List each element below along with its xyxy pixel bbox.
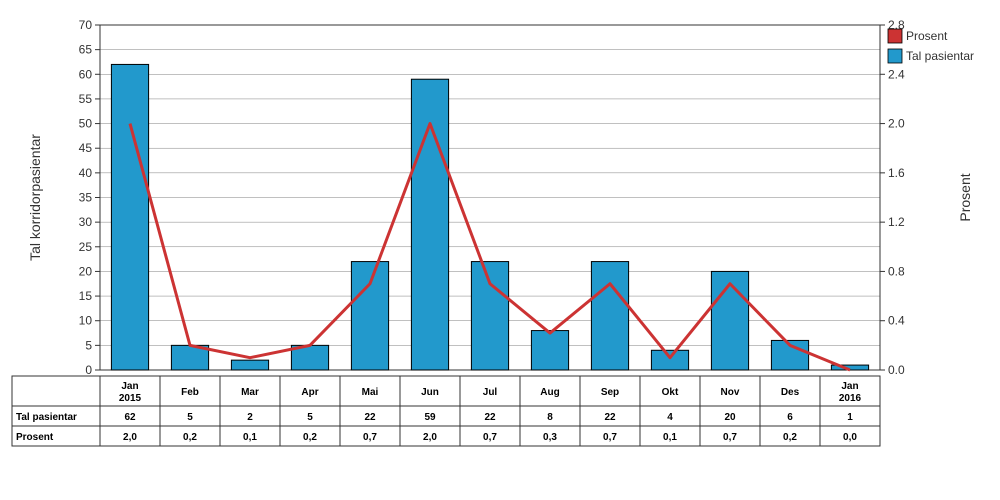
y-right-tick: 0.0	[888, 363, 905, 377]
category-label: Jan	[841, 381, 858, 392]
y-right-tick: 0.4	[888, 314, 905, 328]
bar	[651, 350, 688, 370]
bar	[231, 360, 268, 370]
table-cell: 22	[364, 412, 376, 423]
table-cell: 2,0	[423, 432, 437, 443]
y-left-tick: 70	[79, 18, 93, 32]
chart-container: 05101520253035404550556065700.00.40.81.2…	[10, 10, 990, 490]
category-label: Apr	[301, 387, 318, 398]
table-cell: 0,7	[483, 432, 497, 443]
table-cell: 0,7	[363, 432, 377, 443]
category-label: 2016	[839, 393, 862, 404]
y-left-tick: 20	[79, 264, 93, 278]
table-row-header: Prosent	[16, 432, 54, 443]
category-label: Mar	[241, 387, 259, 398]
bar	[111, 64, 148, 370]
category-label: Mai	[362, 387, 379, 398]
category-label: Jun	[421, 387, 439, 398]
table-cell: 5	[307, 412, 313, 423]
table-cell: 0,2	[783, 432, 797, 443]
category-label: Des	[781, 387, 800, 398]
y-left-label: Tal korridorpasientar	[27, 134, 43, 261]
table-cell: 20	[724, 412, 736, 423]
y-right-tick: 2.0	[888, 117, 905, 131]
table-cell: 0,1	[243, 432, 257, 443]
y-left-tick: 5	[85, 338, 92, 352]
table-cell: 0,7	[603, 432, 617, 443]
bar	[471, 262, 508, 370]
table-cell: 0,2	[183, 432, 197, 443]
y-left-tick: 15	[79, 289, 93, 303]
chart-svg: 05101520253035404550556065700.00.40.81.2…	[10, 10, 990, 490]
y-left-tick: 35	[79, 191, 93, 205]
y-left-tick: 40	[79, 166, 93, 180]
y-left-tick: 30	[79, 215, 93, 229]
table-cell: 5	[187, 412, 193, 423]
table-cell: 4	[667, 412, 673, 423]
table-cell: 0,1	[663, 432, 677, 443]
category-label: Okt	[662, 387, 679, 398]
y-left-tick: 55	[79, 92, 93, 106]
table-row-header: Tal pasientar	[16, 412, 77, 423]
legend-label: Prosent	[906, 29, 948, 43]
y-left-tick: 60	[79, 67, 93, 81]
y-left-tick: 65	[79, 43, 93, 57]
table-cell: 0,7	[723, 432, 737, 443]
bar	[591, 262, 628, 370]
category-label: Nov	[721, 387, 740, 398]
legend-swatch	[888, 29, 902, 43]
table-cell: 62	[124, 412, 136, 423]
table-cell: 0,0	[843, 432, 857, 443]
category-label: Jan	[121, 381, 138, 392]
table-cell: 1	[847, 412, 853, 423]
y-right-tick: 1.2	[888, 215, 905, 229]
table-cell: 59	[424, 412, 436, 423]
y-left-tick: 10	[79, 314, 93, 328]
table-cell: 22	[604, 412, 616, 423]
category-label: Sep	[601, 387, 619, 398]
legend-swatch	[888, 49, 902, 63]
table-cell: 0,2	[303, 432, 317, 443]
category-label: Jul	[483, 387, 498, 398]
legend-label: Tal pasientar	[906, 49, 974, 63]
table-cell: 0,3	[543, 432, 557, 443]
y-left-tick: 25	[79, 240, 93, 254]
y-right-tick: 2.4	[888, 67, 905, 81]
category-label: 2015	[119, 393, 142, 404]
table-cell: 6	[787, 412, 793, 423]
bar	[351, 262, 388, 370]
table-cell: 2,0	[123, 432, 137, 443]
bar	[711, 271, 748, 370]
y-left-tick: 0	[85, 363, 92, 377]
y-right-label: Prosent	[957, 173, 973, 221]
table-cell: 22	[484, 412, 496, 423]
bar	[531, 331, 568, 370]
y-right-tick: 0.8	[888, 264, 905, 278]
y-right-tick: 1.6	[888, 166, 905, 180]
y-left-tick: 50	[79, 117, 93, 131]
table-cell: 8	[547, 412, 553, 423]
category-label: Aug	[540, 387, 559, 398]
table-cell: 2	[247, 412, 253, 423]
y-left-tick: 45	[79, 141, 93, 155]
category-label: Feb	[181, 387, 199, 398]
